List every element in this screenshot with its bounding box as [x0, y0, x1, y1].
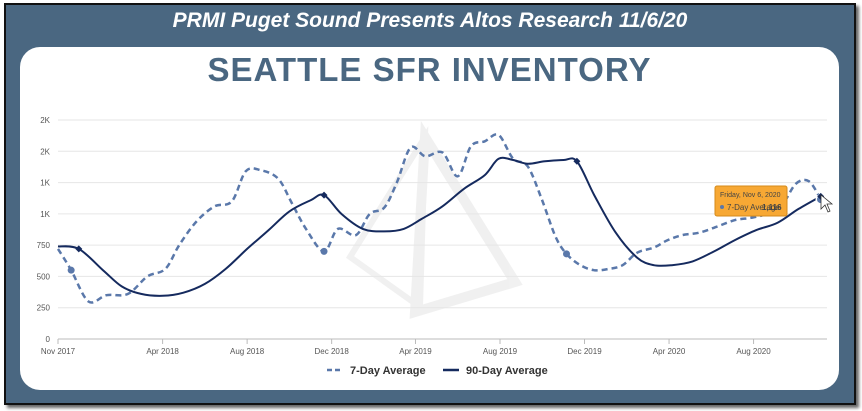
tooltip: Friday, Nov 6, 2020 7-Day Average 1,116 [714, 185, 788, 217]
chart-frame: PRMI Puget Sound Presents Altos Research… [4, 3, 856, 405]
banner-title: PRMI Puget Sound Presents Altos Research… [172, 9, 688, 32]
tooltip-value: 1,116 [762, 203, 782, 212]
x-tick-label: Aug 2018 [230, 347, 265, 356]
tooltip-series-dot [720, 205, 724, 209]
legend-item-90day[interactable]: 90-Day Average [443, 365, 548, 377]
legend-label-90day: 90-Day Average [466, 365, 548, 377]
y-tick-label: 0 [46, 335, 51, 344]
chart-card: SEATTLE SFR INVENTORY Nov 2017 Apr 2018 Au… [20, 47, 839, 390]
x-axis: Nov 2017 Apr 2018 Aug 2018 Dec 2018 Apr 2019… [41, 339, 771, 356]
marker-90day [573, 157, 581, 165]
tooltip-date: Friday, Nov 6, 2020 [720, 192, 781, 199]
tooltip-box [714, 185, 788, 217]
x-tick-label: Apr 2020 [653, 347, 686, 356]
legend-label-7day: 7-Day Average [350, 365, 426, 377]
y-axis: 0 250 500 750 1K 1K 2K 2K [37, 116, 51, 344]
series-line-90day [57, 156, 822, 297]
marker-7day [320, 247, 328, 255]
y-tick-label: 750 [37, 241, 51, 250]
x-tick-label: Nov 2017 [41, 347, 76, 356]
marker-7day [67, 266, 75, 274]
altos-logo-watermark [345, 120, 523, 319]
marker-90day [320, 191, 328, 199]
marker-7day [563, 250, 571, 258]
y-tick-label: 250 [37, 304, 51, 313]
x-tick-label: Apr 2018 [146, 347, 179, 356]
y-tick-label: 2K [40, 116, 50, 125]
legend-item-7day[interactable]: 7-Day Average [327, 365, 426, 377]
x-tick-label: Aug 2019 [483, 347, 518, 356]
chart-title: SEATTLE SFR INVENTORY [207, 51, 652, 88]
x-tick-label: Dec 2019 [567, 347, 602, 356]
y-tick-label: 1K [40, 210, 50, 219]
y-tick-label: 500 [37, 272, 51, 281]
x-tick-label: Apr 2019 [399, 347, 432, 356]
legend[interactable]: 7-Day Average 90-Day Average [327, 365, 548, 377]
series-line-7day [56, 133, 822, 304]
grid-lines [58, 119, 827, 340]
y-tick-label: 1K [40, 179, 50, 188]
marker-90day [75, 245, 83, 253]
series-layer [56, 133, 822, 304]
cursor-arrow-icon [820, 194, 834, 213]
line-chart: Nov 2017 Apr 2018 Aug 2018 Dec 2018 Apr 2019… [37, 116, 834, 377]
y-tick-label: 2K [40, 147, 50, 156]
x-tick-label: Aug 2020 [736, 347, 771, 356]
tooltip-series-label: 7-Day Average [727, 203, 780, 212]
x-tick-label: Dec 2018 [315, 347, 350, 356]
